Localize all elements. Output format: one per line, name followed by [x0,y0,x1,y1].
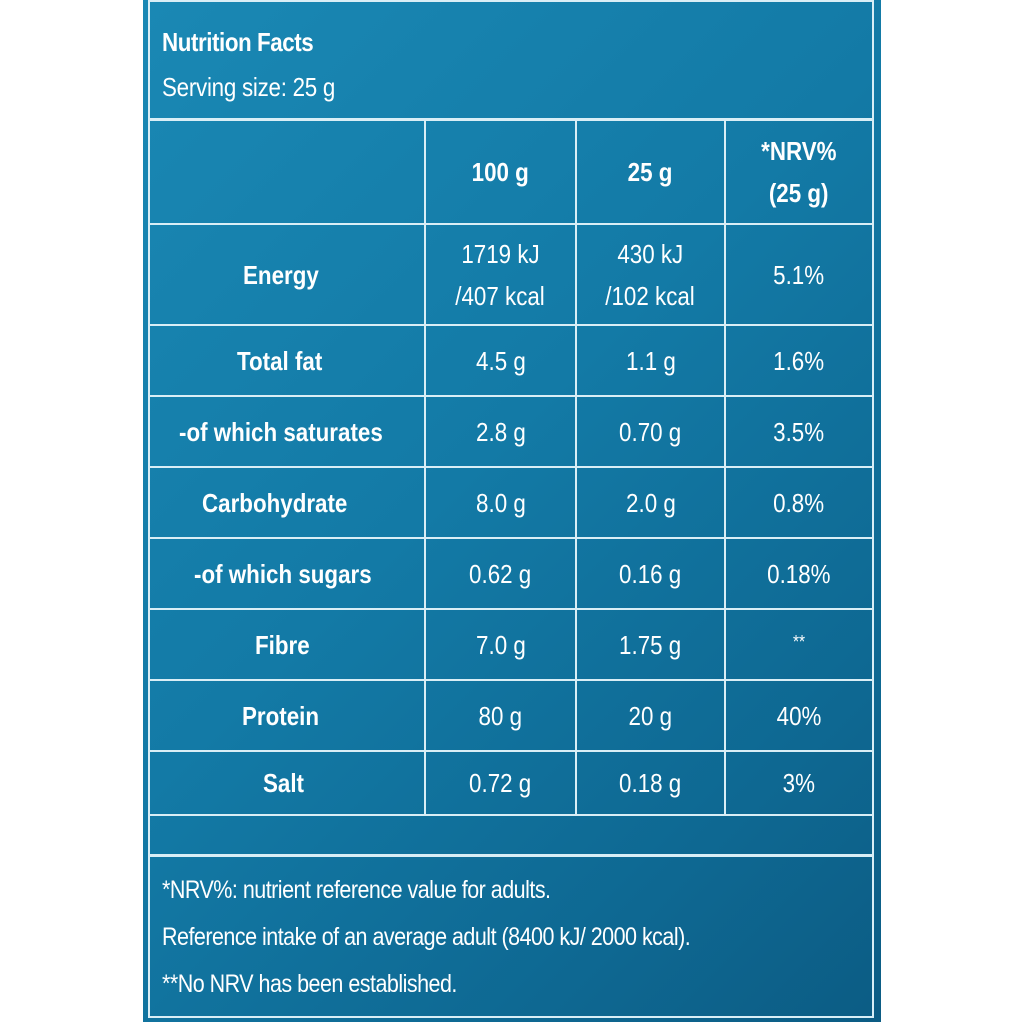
value-nrv: 5.1% [724,223,872,326]
serving-size: Serving size: 25 g [162,72,336,102]
value-100g: 80 g [424,679,577,752]
footnotes: *NRV%: nutrient reference value for adul… [150,854,872,1018]
header-nrv: *NRV% (25 g) [724,121,872,225]
value-25g: 0.18 g [575,750,726,816]
table-row: Fibre 7.0 g 1.75 g ** [150,608,872,681]
value-25g: 1.75 g [575,608,726,681]
value-100g: 1719 kJ /407 kcal [424,223,577,326]
table-header-row: 100 g 25 g *NRV% (25 g) [150,121,872,225]
header-nrv-line2: (25 g) [769,178,829,208]
table-row: Protein 80 g 20 g 40% [150,679,872,752]
table-row: -of which saturates 2.8 g 0.70 g 3.5% [150,395,872,468]
header-25g: 25 g [575,121,726,225]
value-nrv: ** [724,608,872,681]
row-label: Fibre [150,608,426,681]
value-100g: 8.0 g [424,466,577,539]
value-nrv: 0.18% [724,537,872,610]
value-25g: 430 kJ /102 kcal [575,223,726,326]
table-row: Carbohydrate 8.0 g 2.0 g 0.8% [150,466,872,539]
value-25g: 2.0 g [575,466,726,539]
row-label: Protein [150,679,426,752]
page-title: Nutrition Facts [162,27,314,57]
nutrition-facts-frame: Nutrition Facts Serving size: 25 g 100 g… [148,0,874,1018]
value-100g: 7.0 g [424,608,577,681]
nutrition-table: 100 g 25 g *NRV% (25 g) Energy 1719 kJ /… [150,121,872,816]
value-25g: 0.16 g [575,537,726,610]
value-100g: 0.72 g [424,750,577,816]
table-row: -of which sugars 0.62 g 0.16 g 0.18% [150,537,872,610]
footnote-reference-intake: Reference intake of an average adult (84… [162,923,691,951]
value-nrv: 3% [724,750,872,816]
value-100g: 0.62 g [424,537,577,610]
nutrition-facts-panel: Nutrition Facts Serving size: 25 g 100 g… [143,0,881,1022]
value-100g: 4.5 g [424,324,577,397]
row-label: -of which sugars [150,537,426,610]
value-nrv: 3.5% [724,395,872,468]
footnote-nrv-definition: *NRV%: nutrient reference value for adul… [162,876,551,904]
value-100g: 2.8 g [424,395,577,468]
header-100g: 100 g [424,121,577,225]
row-label: Salt [150,750,426,816]
row-label: -of which saturates [150,395,426,468]
table-row: Energy 1719 kJ /407 kcal 430 kJ /102 kca… [150,223,872,326]
row-label: Total fat [150,324,426,397]
value-nrv: 40% [724,679,872,752]
value-25g: 1.1 g [575,324,726,397]
header-empty-cell [150,121,426,225]
table-row: Total fat 4.5 g 1.1 g 1.6% [150,324,872,397]
value-nrv: 0.8% [724,466,872,539]
footnote-no-nrv: **No NRV has been established. [162,970,457,998]
row-label: Energy [150,223,426,326]
value-nrv: 1.6% [724,324,872,397]
value-25g: 20 g [575,679,726,752]
title-block: Nutrition Facts Serving size: 25 g [150,2,872,121]
table-row: Salt 0.72 g 0.18 g 3% [150,750,872,816]
value-25g: 0.70 g [575,395,726,468]
row-label: Carbohydrate [150,466,426,539]
header-nrv-line1: *NRV% [761,136,837,166]
